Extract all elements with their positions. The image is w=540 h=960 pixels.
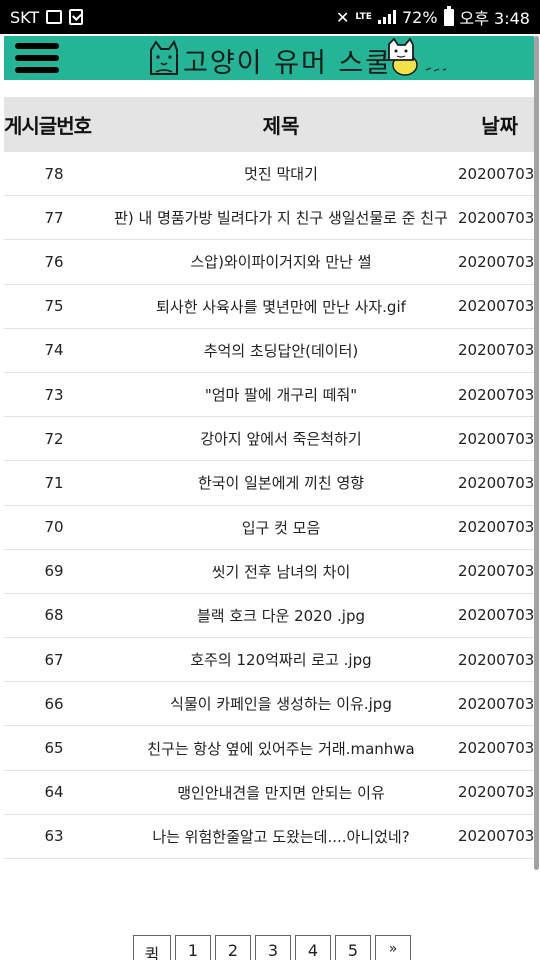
mute-icon: ✕ [336,7,350,27]
post-date: 20200703 [458,518,534,537]
pagination-next-button[interactable]: » [375,935,411,960]
site-logo-text: 고양이 유머 스쿨 [183,48,393,79]
post-number: 64 [44,783,64,802]
table-row[interactable]: 71 한국이 일본에게 끼친 영향 20200703 [4,461,534,506]
post-title-link[interactable]: 블랙 호크 다운 2020 .jpg [196,606,366,625]
post-date: 20200703 [458,297,534,316]
pagination-page-5[interactable]: 5 [335,935,371,960]
network-type: LTE [355,11,372,22]
post-title-link[interactable]: 식물이 카페인을 생성하는 이유.jpg [170,695,392,714]
post-number: 77 [44,208,64,227]
post-date: 20200703 [458,739,534,758]
pagination-page-4[interactable]: 4 [295,935,331,960]
pagination: 퀵 1 2 3 4 5 » [133,935,411,960]
post-title-link[interactable]: 친구는 항상 옆에 있어주는 거래.manhwa [147,739,415,758]
post-date: 20200703 [458,827,534,846]
site-logo[interactable]: 고양이 유머 스쿨 [143,37,449,79]
post-title-link[interactable]: 호주의 120억짜리 로고 .jpg [190,651,372,670]
pagination-page-2[interactable]: 2 [215,935,251,960]
post-number: 68 [44,606,64,625]
pagination-first-button[interactable]: 퀵 [133,935,171,960]
post-date: 20200703 [458,606,534,625]
task-notification-icon [69,9,84,25]
table-header: 게시글번호 제목 날짜 [4,97,534,152]
table-body: 78 멋진 막대기 20200703 77 판) 내 명품가방 빌려다가 지 친구 생일… [4,152,534,859]
post-date: 20200703 [458,429,534,448]
column-header-number: 게시글번호 [4,114,92,138]
table-row[interactable]: 67 호주의 120억짜리 로고 .jpg 20200703 [4,638,534,683]
table-row[interactable]: 69 씻기 전후 남녀의 차이 20200703 [4,550,534,594]
battery-percent: 72% [401,7,438,27]
status-bar-right: ✕ LTE 72% 오후 3:48 [336,5,530,29]
cat-logo-icon [150,37,447,76]
post-board-table: 게시글번호 제목 날짜 78 멋진 막대기 20200703 77 판) 내 명품가방 … [4,97,534,859]
carrier-name: SKT [10,7,40,27]
post-number: 76 [44,252,64,271]
post-number: 75 [44,297,64,316]
table-row[interactable]: 65 친구는 항상 옆에 있어주는 거래.manhwa 20200703 [4,726,534,771]
post-number: 63 [44,827,64,846]
post-title-link[interactable]: 나는 위험한줄알고 도왔는데....아니었네? [152,827,410,846]
post-number: 74 [44,341,64,360]
post-date: 20200703 [458,164,534,183]
post-number: 66 [44,694,64,713]
post-date: 20200703 [458,473,534,492]
status-bar: SKT ✕ LTE 72% 오후 3:48 [0,0,540,34]
post-title-link[interactable]: 맹인안내견을 만지면 안되는 이유 [177,783,385,802]
table-row[interactable]: 72 강아지 앞에서 죽은척하기 20200703 [4,417,534,462]
post-date: 20200703 [458,208,534,227]
post-number: 70 [44,518,64,537]
post-title-link[interactable]: 강아지 앞에서 죽은척하기 [200,430,362,449]
table-row[interactable]: 64 맹인안내견을 만지면 안되는 이유 20200703 [4,771,534,815]
post-title-link[interactable]: 판) 내 명품가방 빌려다가 지 친구 생일선물로 준 친구 [114,209,448,228]
table-row[interactable]: 75 퇴사한 사육사를 몇년만에 만난 사자.gif 20200703 [4,285,534,329]
table-row[interactable]: 66 식물이 카페인을 생성하는 이유.jpg 20200703 [4,682,534,727]
table-row[interactable]: 78 멋진 막대기 20200703 [4,152,534,197]
signal-icon [377,10,396,24]
post-number: 69 [44,562,64,581]
post-date: 20200703 [458,252,534,271]
hamburger-menu-icon[interactable] [15,41,59,75]
post-title-link[interactable]: 멋진 막대기 [244,165,318,184]
table-row[interactable]: 77 판) 내 명품가방 빌려다가 지 친구 생일선물로 준 친구 20200703 [4,196,534,241]
post-date: 20200703 [458,341,534,360]
table-row[interactable]: 76 스압)와이파이거지와 만난 썰 20200703 [4,240,534,285]
status-bar-left: SKT [10,7,84,27]
post-date: 20200703 [458,694,534,713]
table-row[interactable]: 63 나는 위험한줄알고 도왔는데....아니었네? 20200703 [4,815,534,859]
post-title-link[interactable]: 씻기 전후 남녀의 차이 [211,562,351,581]
clock: 오후 3:48 [459,9,530,28]
post-number: 78 [44,164,64,183]
pagination-page-1[interactable]: 1 [175,935,211,960]
post-title-link[interactable]: 입구 컷 모음 [241,518,321,537]
table-row[interactable]: 70 입구 컷 모음 20200703 [4,506,534,550]
post-number: 67 [44,650,64,669]
post-date: 20200703 [458,385,534,404]
column-header-date: 날짜 [481,114,518,138]
column-header-title: 제목 [262,114,300,138]
post-title-link[interactable]: 퇴사한 사육사를 몇년만에 만난 사자.gif [156,297,406,316]
post-number: 72 [44,429,64,448]
battery-icon [443,5,454,26]
post-title-link[interactable]: 스압)와이파이거지와 만난 썰 [190,253,372,272]
post-title-link[interactable]: "엄마 팔에 개구리 떼줘" [204,386,358,405]
post-title-link[interactable]: 추억의 초딩답안(데이터) [203,341,359,360]
post-number: 71 [44,473,64,492]
post-title-link[interactable]: 한국이 일본에게 끼친 영향 [197,474,365,493]
post-date: 20200703 [458,562,534,581]
post-date: 20200703 [458,783,534,802]
pagination-page-3[interactable]: 3 [255,935,291,960]
table-row[interactable]: 73 "엄마 팔에 개구리 떼줘" 20200703 [4,373,534,418]
site-header: 고양이 유머 스쿨 [4,36,534,80]
gallery-notification-icon [46,10,63,24]
post-number: 65 [44,739,64,758]
table-row[interactable]: 68 블랙 호크 다운 2020 .jpg 20200703 [4,594,534,639]
page-scrollbar[interactable] [534,36,539,870]
post-date: 20200703 [458,650,534,669]
post-number: 73 [44,385,64,404]
table-row[interactable]: 74 추억의 초딩답안(데이터) 20200703 [4,329,534,373]
